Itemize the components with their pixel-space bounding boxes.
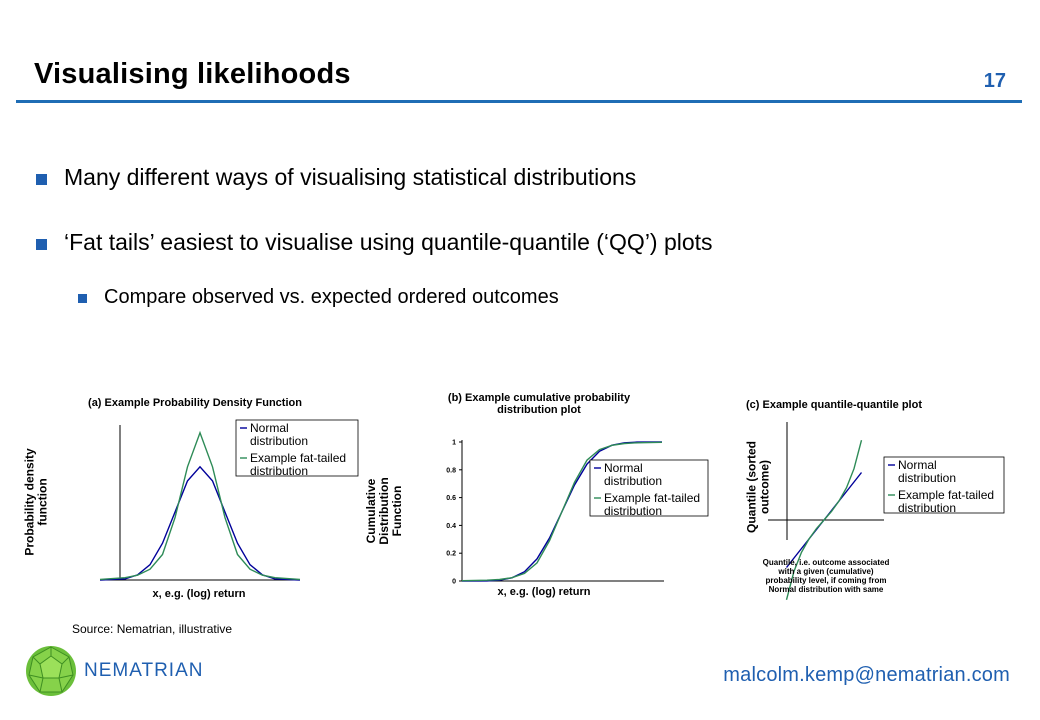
- bullet-1-text: Many different ways of visualising stati…: [64, 164, 637, 190]
- legend-entry: Example fat-tailed: [898, 488, 994, 502]
- chart-c-title: (c) Example quantile-quantile plot: [746, 399, 922, 411]
- chart-a-xlabel: x, e.g. (log) return: [153, 588, 246, 600]
- sub-bullet-1: Compare observed vs. expected ordered ou…: [78, 286, 559, 309]
- chart-a-ylabel: Probability density: [23, 448, 37, 556]
- legend-entry: distribution: [898, 501, 956, 515]
- chart-b-title: (b) Example cumulative probability: [448, 392, 631, 404]
- chart-b-ylabel: Cumulative: [364, 478, 378, 543]
- chart-b-ytick-label: 0.4: [446, 523, 456, 530]
- chart-c-xlabel: Normal distribution with same: [769, 585, 884, 594]
- chart-a-series-fat: [99, 430, 301, 581]
- chart-b-title: distribution plot: [497, 404, 581, 416]
- brand-name: NEMATRIAN: [84, 660, 204, 681]
- nematrian-logo-icon: [26, 646, 76, 696]
- sub-bullet-1-text: Compare observed vs. expected ordered ou…: [104, 286, 559, 308]
- legend-entry: distribution: [250, 464, 308, 478]
- legend-entry: Normal: [604, 461, 643, 475]
- chart-b-series-fat: [461, 441, 663, 582]
- slide-title: Visualising likelihoods: [34, 58, 351, 90]
- chart-a-ylabel: function: [36, 478, 50, 525]
- bullet-1: Many different ways of visualising stati…: [36, 164, 637, 191]
- chart-c-ylabel: outcome): [758, 460, 772, 514]
- chart-c-series-fat: [785, 440, 863, 600]
- chart-c-xlabel: probability level, if coming from: [766, 576, 887, 585]
- legend-entry: distribution: [250, 434, 308, 448]
- legend-entry: distribution: [898, 471, 956, 485]
- chart-b-ytick-label: 0.2: [446, 551, 456, 558]
- contact-email[interactable]: malcolm.kemp@nematrian.com: [723, 664, 1010, 686]
- chart-b-ytick-label: 0.8: [446, 467, 456, 474]
- bullet-2-text: ‘Fat tails’ easiest to visualise using q…: [64, 229, 713, 255]
- legend-entry: Normal: [898, 458, 937, 472]
- chart-c-ylabel: Quantile (sorted: [745, 441, 759, 533]
- legend-entry: Normal: [250, 421, 289, 435]
- chart-a-series-normal: [99, 465, 301, 581]
- source-note: Source: Nematrian, illustrative: [72, 622, 233, 636]
- title-rule: [16, 100, 1022, 103]
- legend-entry: Example fat-tailed: [250, 451, 346, 465]
- legend-entry: distribution: [604, 474, 662, 488]
- chart-c-xlabel: with a given (cumulative): [777, 567, 873, 576]
- bullet-square-icon: [36, 174, 47, 185]
- legend-entry: Example fat-tailed: [604, 491, 700, 505]
- chart-c-xlabel: Quantile, i.e. outcome associated: [763, 558, 890, 567]
- page-number: 17: [983, 70, 1006, 92]
- chart-a-title: (a) Example Probability Density Function: [88, 397, 302, 409]
- chart-b-xlabel: x, e.g. (log) return: [498, 586, 591, 598]
- legend-box: [589, 459, 709, 517]
- chart-b-ylabel: Function: [390, 486, 404, 537]
- bullet-2: ‘Fat tails’ easiest to visualise using q…: [36, 229, 713, 256]
- chart-b-ytick-label: 0: [452, 579, 456, 586]
- legend-entry: distribution: [604, 504, 662, 518]
- chart-b-ylabel: Distribution: [377, 477, 391, 544]
- legend-box: [883, 456, 1005, 514]
- chart-b-ytick-label: 0.6: [446, 495, 456, 502]
- legend-box: [235, 419, 359, 477]
- chart-b-ytick-label: 1: [452, 440, 456, 447]
- bullet-square-icon: [36, 239, 47, 250]
- bullet-square-icon: [78, 294, 87, 303]
